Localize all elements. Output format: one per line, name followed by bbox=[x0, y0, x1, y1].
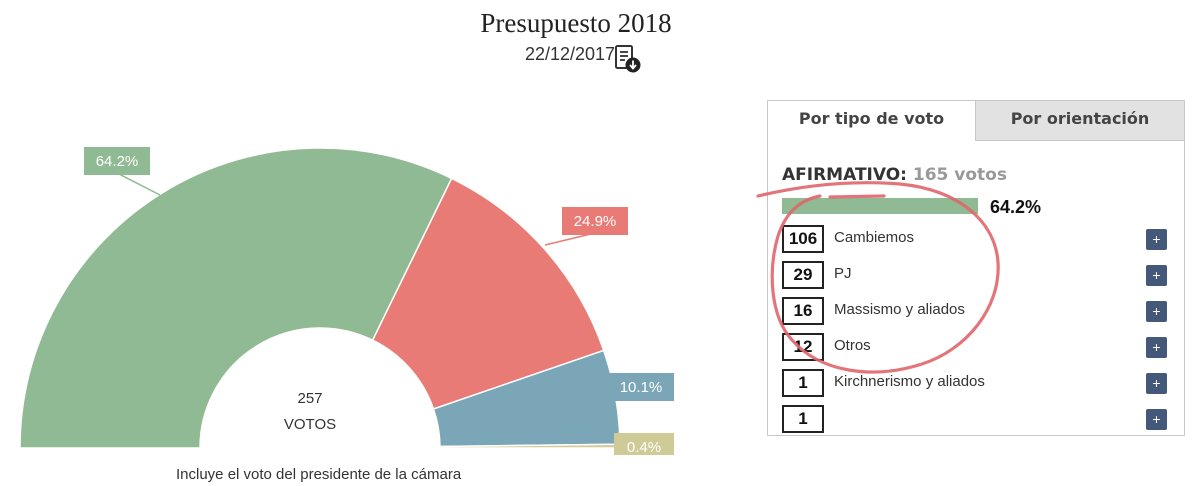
tab-por-tipo-de-voto[interactable]: Por tipo de voto bbox=[768, 101, 975, 141]
party-row: 29 PJ + bbox=[782, 261, 1172, 289]
document-download-icon[interactable] bbox=[612, 44, 642, 74]
party-row: 16 Massismo y aliados + bbox=[782, 297, 1172, 325]
party-name: Kirchnerismo y aliados bbox=[834, 373, 985, 390]
party-row: 106 Cambiemos + bbox=[782, 225, 1172, 253]
expand-party-button[interactable]: + bbox=[1146, 337, 1167, 358]
center-total-votes: 257 bbox=[297, 390, 322, 407]
party-row: 1 + bbox=[782, 405, 1172, 433]
party-name: Cambiemos bbox=[834, 229, 915, 246]
expand-party-button[interactable]: + bbox=[1146, 265, 1167, 286]
chart-date: 22/12/2017 bbox=[524, 44, 616, 64]
category-percent-label: 64.2% bbox=[990, 197, 1042, 217]
slice-0[interactable] bbox=[19, 147, 453, 449]
slice-label-2: 10.1% bbox=[620, 379, 663, 396]
expand-party-button[interactable]: + bbox=[1146, 373, 1167, 394]
party-name: Massismo y aliados bbox=[834, 301, 965, 318]
expand-party-button[interactable]: + bbox=[1146, 301, 1167, 322]
party-vote-count: 16 bbox=[782, 297, 824, 325]
slice-label-box-3 bbox=[614, 433, 674, 455]
slice-label-1: 24.9% bbox=[574, 213, 617, 230]
category-heading: AFIRMATIVO: 165 votos bbox=[782, 165, 1007, 185]
party-vote-count: 106 bbox=[782, 225, 824, 253]
slice-leader-line-0 bbox=[116, 172, 161, 196]
slice-label-0: 64.2% bbox=[96, 153, 139, 170]
party-row: 1 Kirchnerismo y aliados + bbox=[782, 369, 1172, 397]
category-percent-bar bbox=[782, 198, 978, 214]
slice-label-box-0 bbox=[84, 147, 150, 175]
category-votes: 165 votos bbox=[912, 165, 1007, 185]
party-name: Otros bbox=[834, 337, 871, 354]
vote-breakdown-panel: Por tipo de voto Por orientación AFIRMAT… bbox=[767, 100, 1185, 436]
party-vote-count: 29 bbox=[782, 261, 824, 289]
chart-footnote: Incluye el voto del presidente de la cám… bbox=[176, 466, 462, 483]
expand-party-button[interactable]: + bbox=[1146, 409, 1167, 430]
party-vote-count: 1 bbox=[782, 405, 824, 433]
party-vote-count: 12 bbox=[782, 333, 824, 361]
party-vote-count: 1 bbox=[782, 369, 824, 397]
party-row: 12 Otros + bbox=[782, 333, 1172, 361]
slice-label-box-1 bbox=[562, 207, 628, 235]
slice-label-box-2 bbox=[608, 373, 674, 401]
slice-1[interactable] bbox=[371, 177, 605, 410]
category-name: AFIRMATIVO: bbox=[782, 165, 907, 185]
slice-label-3: 0.4% bbox=[627, 439, 661, 455]
party-name: PJ bbox=[834, 265, 852, 282]
tab-por-orientacion[interactable]: Por orientación bbox=[975, 101, 1184, 141]
expand-party-button[interactable]: + bbox=[1146, 229, 1167, 250]
chart-title: Presupuesto 2018 bbox=[480, 8, 672, 38]
center-label: VOTOS bbox=[284, 416, 336, 433]
vote-chart: 64.2% 24.9% 10.1% 0.4% 257 VOTOS bbox=[19, 147, 674, 455]
